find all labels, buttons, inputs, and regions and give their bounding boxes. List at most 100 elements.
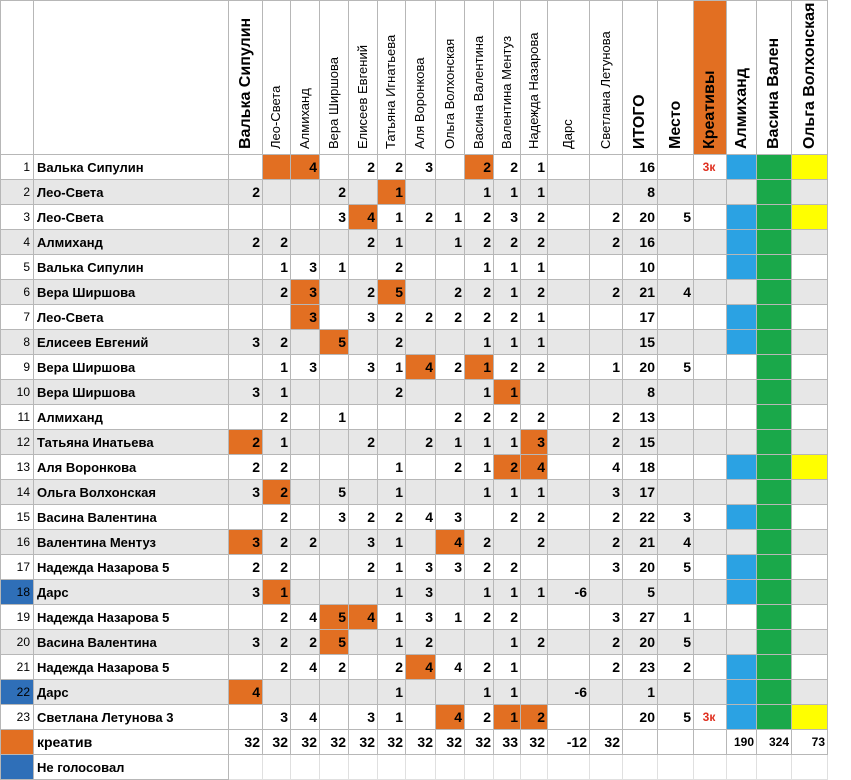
- score-cell[interactable]: 2: [464, 529, 494, 555]
- score-cell[interactable]: 3: [435, 554, 465, 580]
- score-cell[interactable]: -6: [547, 579, 590, 605]
- score-cell[interactable]: 3: [228, 479, 263, 505]
- score-cell[interactable]: 3: [228, 629, 263, 655]
- total-cell[interactable]: 10: [622, 254, 658, 280]
- score-cell[interactable]: [791, 604, 828, 630]
- row-number[interactable]: 19: [0, 604, 34, 630]
- score-cell[interactable]: 2: [348, 504, 378, 530]
- row-number[interactable]: 21: [0, 654, 34, 680]
- score-cell[interactable]: [290, 429, 320, 455]
- score-cell[interactable]: [405, 454, 436, 480]
- score-cell[interactable]: 4: [520, 454, 548, 480]
- score-cell[interactable]: 4: [405, 654, 436, 680]
- score-cell[interactable]: [348, 479, 378, 505]
- score-cell[interactable]: 1: [493, 479, 521, 505]
- total-cell[interactable]: 8: [622, 379, 658, 405]
- empty-cell[interactable]: [520, 754, 548, 780]
- total-value[interactable]: 32: [435, 729, 465, 755]
- score-cell[interactable]: 4: [435, 529, 465, 555]
- score-cell[interactable]: [756, 454, 792, 480]
- score-cell[interactable]: [520, 379, 548, 405]
- empty-cell[interactable]: [435, 754, 465, 780]
- column-header-11[interactable]: Валентина Ментуз: [493, 0, 521, 155]
- score-cell[interactable]: 2: [520, 279, 548, 305]
- column-header-19[interactable]: Васина Вален: [756, 0, 792, 155]
- score-cell[interactable]: 3: [405, 579, 436, 605]
- total-value[interactable]: 32: [348, 729, 378, 755]
- total-value[interactable]: [693, 729, 727, 755]
- score-cell[interactable]: 2: [319, 179, 349, 205]
- creative-cell[interactable]: [693, 229, 727, 255]
- score-cell[interactable]: 1: [493, 579, 521, 605]
- score-cell[interactable]: [756, 379, 792, 405]
- score-cell[interactable]: [319, 454, 349, 480]
- score-cell[interactable]: [791, 529, 828, 555]
- score-cell[interactable]: [547, 604, 590, 630]
- score-cell[interactable]: [547, 179, 590, 205]
- score-cell[interactable]: 2: [493, 454, 521, 480]
- column-header-17[interactable]: Креативы: [693, 0, 727, 155]
- score-cell[interactable]: 2: [348, 279, 378, 305]
- score-cell[interactable]: [726, 354, 757, 380]
- empty-cell[interactable]: [464, 754, 494, 780]
- participant-name[interactable]: Валька Сипулин: [33, 154, 229, 180]
- score-cell[interactable]: 4: [290, 154, 320, 180]
- empty-cell[interactable]: [657, 754, 694, 780]
- creative-cell[interactable]: [693, 579, 727, 605]
- score-cell[interactable]: 5: [319, 329, 349, 355]
- score-cell[interactable]: [791, 154, 828, 180]
- empty-cell[interactable]: [547, 754, 590, 780]
- score-cell[interactable]: 1: [493, 679, 521, 705]
- creative-cell[interactable]: [693, 554, 727, 580]
- score-cell[interactable]: [547, 379, 590, 405]
- creative-cell[interactable]: [693, 254, 727, 280]
- score-cell[interactable]: 1: [464, 179, 494, 205]
- creative-cell[interactable]: [693, 454, 727, 480]
- score-cell[interactable]: 3: [589, 604, 623, 630]
- score-cell[interactable]: [228, 254, 263, 280]
- score-cell[interactable]: 3: [348, 529, 378, 555]
- score-cell[interactable]: [756, 479, 792, 505]
- score-cell[interactable]: 2: [464, 154, 494, 180]
- score-cell[interactable]: 2: [520, 504, 548, 530]
- score-cell[interactable]: [726, 479, 757, 505]
- score-cell[interactable]: [290, 479, 320, 505]
- score-cell[interactable]: 3: [319, 504, 349, 530]
- participant-name[interactable]: Валентина Ментуз: [33, 529, 229, 555]
- score-cell[interactable]: [547, 254, 590, 280]
- score-cell[interactable]: 1: [377, 554, 406, 580]
- score-cell[interactable]: [405, 529, 436, 555]
- score-cell[interactable]: 1: [377, 479, 406, 505]
- score-cell[interactable]: [756, 529, 792, 555]
- row-number[interactable]: 23: [0, 704, 34, 730]
- score-cell[interactable]: 2: [589, 404, 623, 430]
- row-number[interactable]: 14: [0, 479, 34, 505]
- score-cell[interactable]: [435, 379, 465, 405]
- score-cell[interactable]: [319, 354, 349, 380]
- score-cell[interactable]: 1: [464, 254, 494, 280]
- empty-cell[interactable]: [791, 754, 828, 780]
- score-cell[interactable]: 2: [464, 304, 494, 330]
- score-cell[interactable]: [791, 629, 828, 655]
- row-number[interactable]: 7: [0, 304, 34, 330]
- row-number[interactable]: 2: [0, 179, 34, 205]
- total-cell[interactable]: 17: [622, 304, 658, 330]
- total-value[interactable]: 32: [228, 729, 263, 755]
- score-cell[interactable]: [589, 304, 623, 330]
- score-cell[interactable]: [228, 504, 263, 530]
- score-cell[interactable]: [589, 379, 623, 405]
- score-cell[interactable]: [791, 179, 828, 205]
- score-cell[interactable]: [726, 279, 757, 305]
- score-cell[interactable]: 1: [464, 329, 494, 355]
- participant-name[interactable]: Лео-Света: [33, 304, 229, 330]
- creative-cell[interactable]: [693, 529, 727, 555]
- column-header-13[interactable]: Дарс: [547, 0, 590, 155]
- score-cell[interactable]: [405, 229, 436, 255]
- score-cell[interactable]: 1: [493, 704, 521, 730]
- participant-name[interactable]: Аля Воронкова: [33, 454, 229, 480]
- score-cell[interactable]: 2: [464, 704, 494, 730]
- score-cell[interactable]: 4: [405, 354, 436, 380]
- score-cell[interactable]: [589, 579, 623, 605]
- empty-cell[interactable]: [693, 754, 727, 780]
- score-cell[interactable]: [756, 279, 792, 305]
